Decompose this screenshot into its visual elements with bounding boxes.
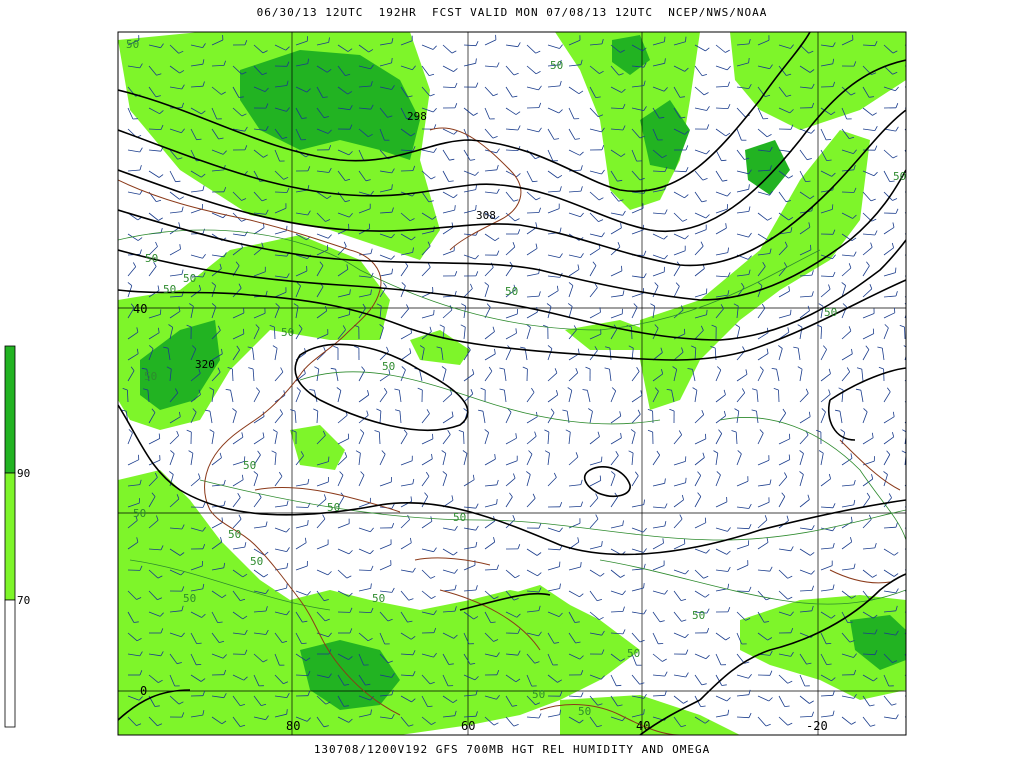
- height-label: 320: [195, 358, 215, 371]
- rh-label: 50: [824, 306, 837, 319]
- legend-label-90: 90: [17, 467, 31, 480]
- rh-label: 50: [627, 647, 640, 660]
- rh-label: 50: [453, 511, 466, 524]
- humidity-contours: [118, 229, 906, 611]
- map-caption: 130708/1200V192 GFS 700MB HGT REL HUMIDI…: [313, 743, 711, 756]
- rh-label: 50: [183, 592, 196, 605]
- humidity-legend: [4, 345, 16, 728]
- height-label: 298: [407, 110, 427, 123]
- legend-swatch-90: [4, 345, 16, 474]
- rh-label: 50: [893, 170, 906, 183]
- lon-label-minus-20: -20: [806, 719, 828, 733]
- height-contours: [118, 32, 906, 735]
- rh-label: 50: [183, 272, 196, 285]
- legend-swatch-70: [4, 472, 16, 601]
- rh-label: 50: [327, 501, 340, 514]
- rh-label: 50: [243, 459, 256, 472]
- rh-label: 50: [382, 360, 395, 373]
- rh-label: 50: [133, 507, 146, 520]
- lon-label-60: 60: [461, 719, 475, 733]
- humidity-contour-labels: 50 50 50 50 50 50 50 50 50 50 50 50 50 5…: [126, 38, 906, 718]
- rh-label: 50: [281, 326, 294, 339]
- rh-label: 50: [372, 592, 385, 605]
- legend-swatch-below-70: [4, 599, 16, 728]
- rh-label: 50: [250, 555, 263, 568]
- lat-label-40: 40: [133, 302, 147, 316]
- rh-label: 50: [692, 609, 705, 622]
- plot-border: [117, 31, 907, 736]
- rh-label: 50: [532, 688, 545, 701]
- rh-label: 50: [163, 283, 176, 296]
- map-title: 06/30/13 12UTC 192HR FCST VALID MON 07/0…: [256, 6, 768, 19]
- lon-label-40: 40: [636, 719, 650, 733]
- wind-barbs: [121, 34, 906, 728]
- rh-label: 50: [144, 370, 157, 383]
- humidity-90-shading: [140, 35, 906, 710]
- axis-labels: 40 0 80 60 40 -20: [133, 302, 828, 733]
- lon-label-80: 80: [286, 719, 300, 733]
- rh-label: 50: [550, 59, 563, 72]
- legend-label-70: 70: [17, 594, 31, 607]
- rh-label: 50: [145, 252, 158, 265]
- height-contour-labels: 298 308 320: [195, 110, 496, 371]
- rh-label: 50: [505, 285, 518, 298]
- rh-label: 50: [126, 38, 139, 51]
- lat-label-0: 0: [140, 684, 147, 698]
- coastlines: [118, 127, 901, 735]
- height-label: 308: [476, 209, 496, 222]
- rh-label: 50: [228, 528, 241, 541]
- rh-label: 50: [578, 705, 591, 718]
